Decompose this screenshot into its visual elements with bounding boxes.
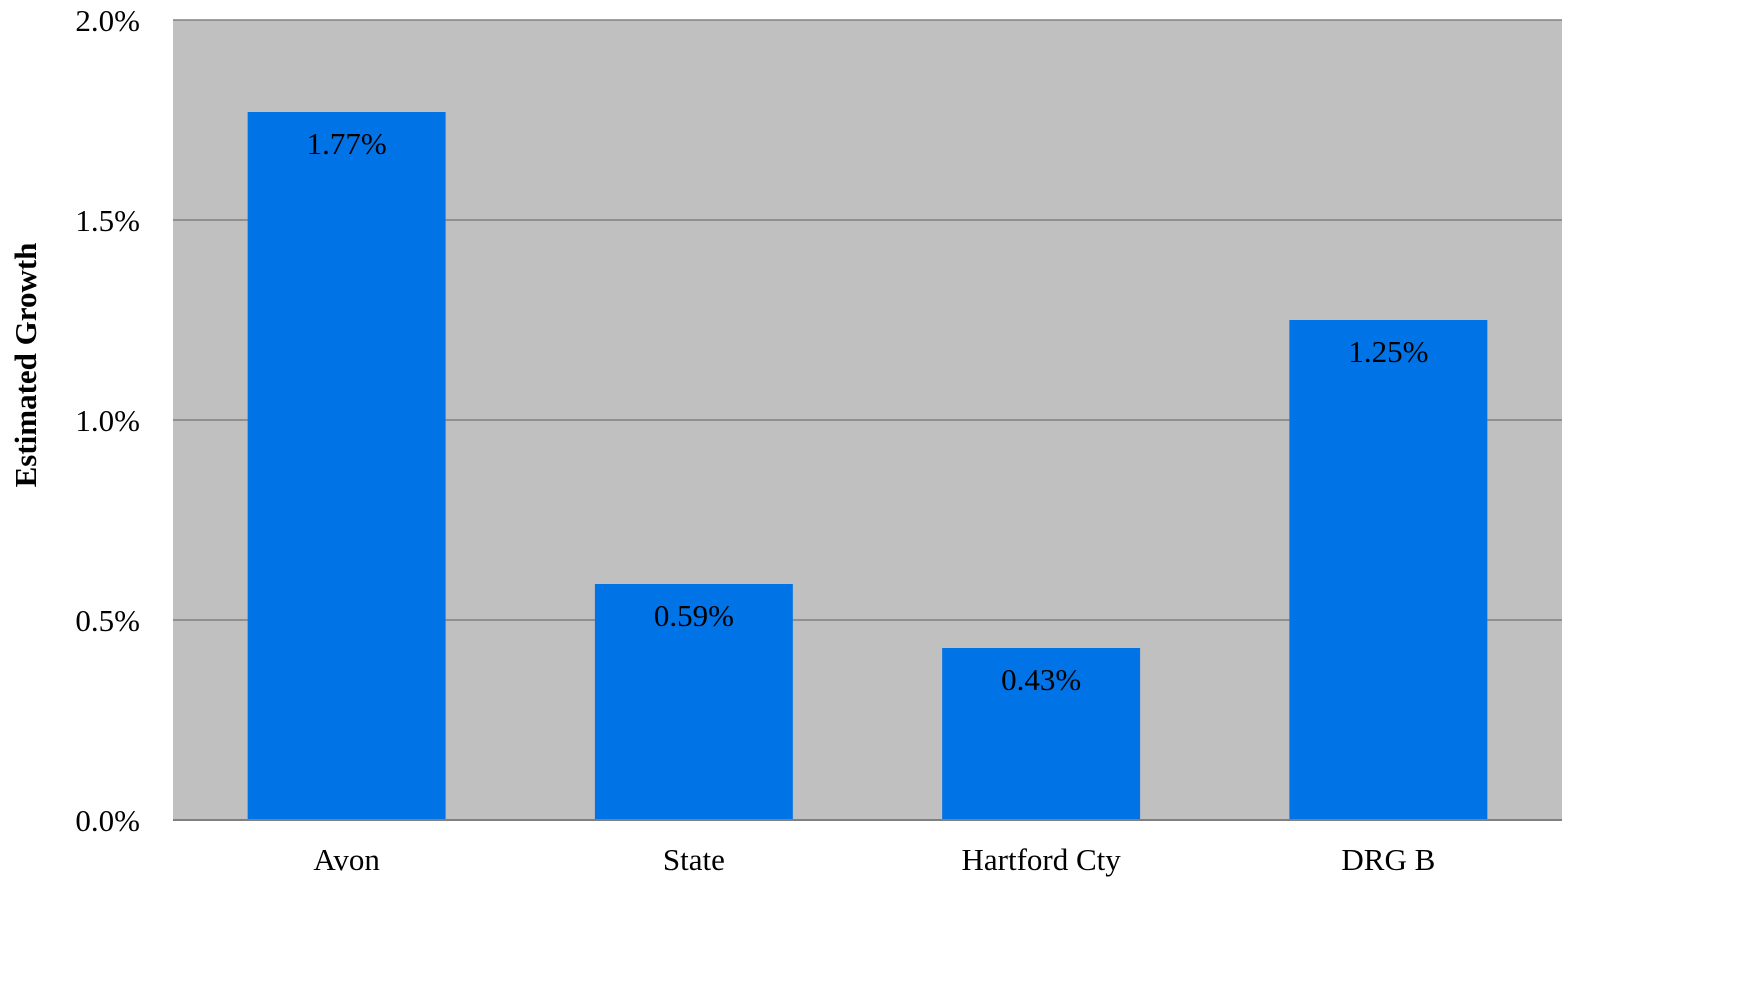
y-tick-label: 1.5% (75, 203, 140, 238)
x-tick-label: DRG B (1341, 842, 1435, 877)
bar (594, 584, 793, 820)
y-tick-label: 0.0% (75, 803, 140, 838)
x-tick-label: Avon (313, 842, 380, 877)
x-tick-label: Hartford Cty (961, 842, 1121, 877)
data-label: 1.77% (307, 126, 387, 161)
y-axis-title: Estimated Growth (8, 243, 43, 488)
x-tick-labels: Avon State Hartford Cty DRG B (313, 842, 1435, 877)
bar (942, 648, 1141, 820)
y-tick-label: 2.0% (75, 3, 140, 38)
y-tick-label: 1.0% (75, 403, 140, 438)
x-tick-label: State (663, 842, 725, 877)
bars (247, 112, 1488, 820)
data-label: 0.43% (1001, 662, 1081, 697)
bar (247, 112, 446, 820)
data-label: 1.25% (1348, 334, 1428, 369)
data-label: 0.59% (654, 598, 734, 633)
data-labels: 1.77% 0.59% 0.43% 1.25% (307, 126, 1429, 697)
y-tick-label: 0.5% (75, 603, 140, 638)
bar (1289, 320, 1488, 820)
y-tick-labels: 0.0% 0.5% 1.0% 1.5% 2.0% (75, 3, 140, 838)
